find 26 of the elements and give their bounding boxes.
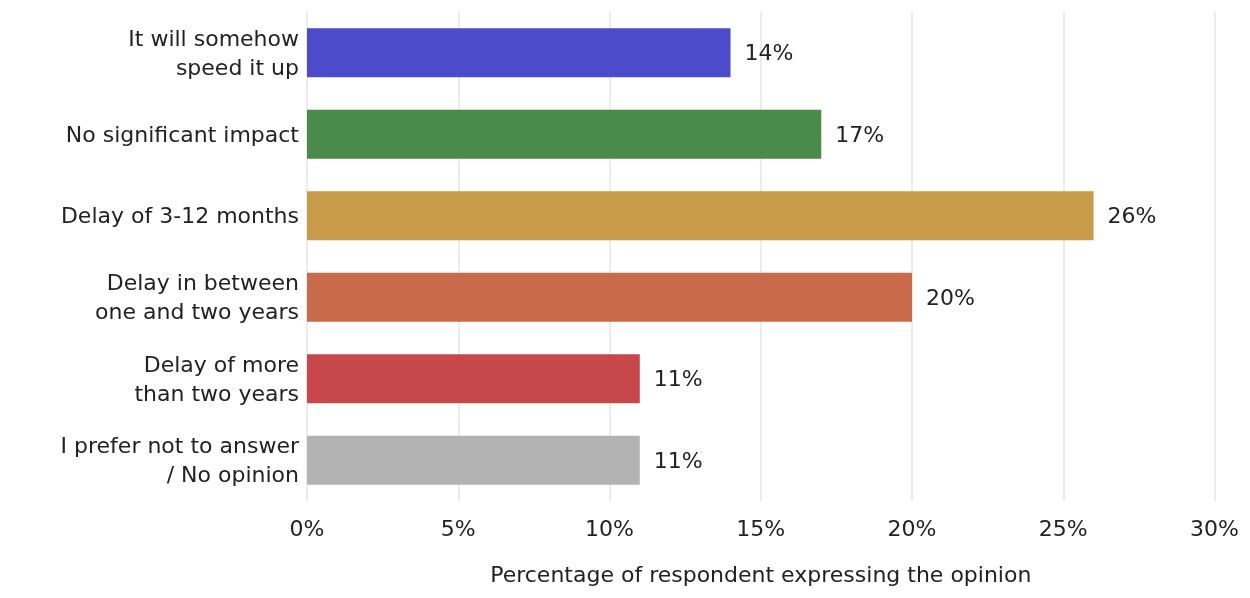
x-axis-title: Percentage of respondent expressing the opinion [490, 561, 1032, 587]
data-label: 20% [926, 284, 975, 310]
y-tick-label: Delay of more than two years [134, 351, 299, 406]
bar [307, 28, 731, 78]
x-tick-label: 20% [887, 515, 937, 541]
y-tick-label: I prefer not to answer / No opinion [60, 433, 300, 488]
data-label: 17% [835, 121, 885, 147]
y-tick-label: No significant impact [65, 121, 300, 147]
bar [307, 272, 913, 322]
bar [307, 354, 640, 404]
data-label: 11% [653, 366, 703, 392]
bar [307, 435, 640, 485]
data-label: 11% [653, 447, 703, 473]
x-tick-label: 25% [1038, 515, 1088, 541]
bar [307, 109, 822, 159]
bar [307, 191, 1094, 241]
x-tick-label: 10% [585, 515, 634, 541]
x-tick-label: 5% [440, 515, 476, 541]
y-tick-label: Delay of 3-12 months [60, 203, 299, 229]
x-tick-label: 30% [1190, 515, 1239, 541]
y-tick-label: It will somehow speed it up [128, 25, 299, 80]
x-tick-label: 15% [736, 515, 786, 541]
data-label: 26% [1107, 203, 1157, 229]
x-tick-label: 0% [289, 515, 325, 541]
y-tick-label: Delay in between one and two years [95, 270, 299, 325]
data-label: 14% [744, 40, 794, 66]
